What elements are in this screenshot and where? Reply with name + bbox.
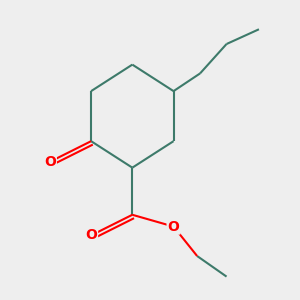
Text: O: O	[44, 155, 56, 169]
Text: O: O	[85, 228, 97, 242]
Text: O: O	[168, 220, 179, 234]
